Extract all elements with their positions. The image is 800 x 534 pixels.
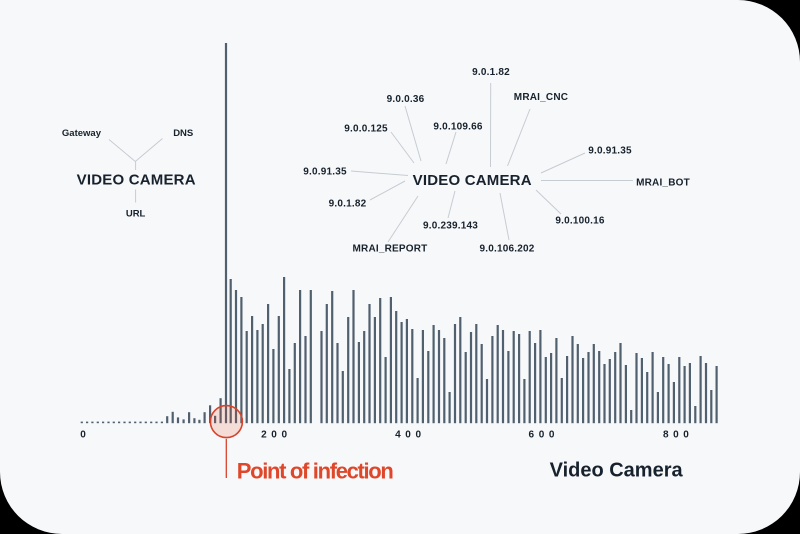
svg-text:9.0.0.36: 9.0.0.36 xyxy=(387,94,425,105)
svg-text:9.0.1.82: 9.0.1.82 xyxy=(329,199,367,210)
svg-text:9.0.1.82: 9.0.1.82 xyxy=(472,67,510,78)
svg-text:9.0.100.16: 9.0.100.16 xyxy=(555,216,605,227)
svg-text:VIDEO CAMERA: VIDEO CAMERA xyxy=(77,172,196,189)
svg-text:MRAI_REPORT: MRAI_REPORT xyxy=(353,244,428,255)
svg-text:URL: URL xyxy=(126,209,146,220)
svg-text:DNS: DNS xyxy=(173,128,193,139)
svg-text:VIDEO CAMERA: VIDEO CAMERA xyxy=(413,172,532,189)
svg-text:Gateway: Gateway xyxy=(62,128,102,139)
svg-text:9.0.91.35: 9.0.91.35 xyxy=(588,146,632,157)
svg-text:200: 200 xyxy=(261,430,292,441)
svg-text:0: 0 xyxy=(80,430,90,441)
svg-text:600: 600 xyxy=(529,430,560,441)
svg-text:MRAI_CNC: MRAI_CNC xyxy=(514,92,568,103)
svg-text:9.0.109.66: 9.0.109.66 xyxy=(433,122,483,133)
svg-text:800: 800 xyxy=(663,430,694,441)
svg-text:9.0.106.202: 9.0.106.202 xyxy=(479,244,534,255)
svg-text:400: 400 xyxy=(395,430,426,441)
svg-text:9.0.0.125: 9.0.0.125 xyxy=(344,124,388,135)
svg-text:MRAI_BOT: MRAI_BOT xyxy=(636,178,690,189)
svg-text:Video Camera: Video Camera xyxy=(550,460,684,482)
svg-text:9.0.91.35: 9.0.91.35 xyxy=(303,167,347,178)
svg-text:Point of infection: Point of infection xyxy=(237,459,394,484)
svg-text:9.0.239.143: 9.0.239.143 xyxy=(423,221,478,232)
